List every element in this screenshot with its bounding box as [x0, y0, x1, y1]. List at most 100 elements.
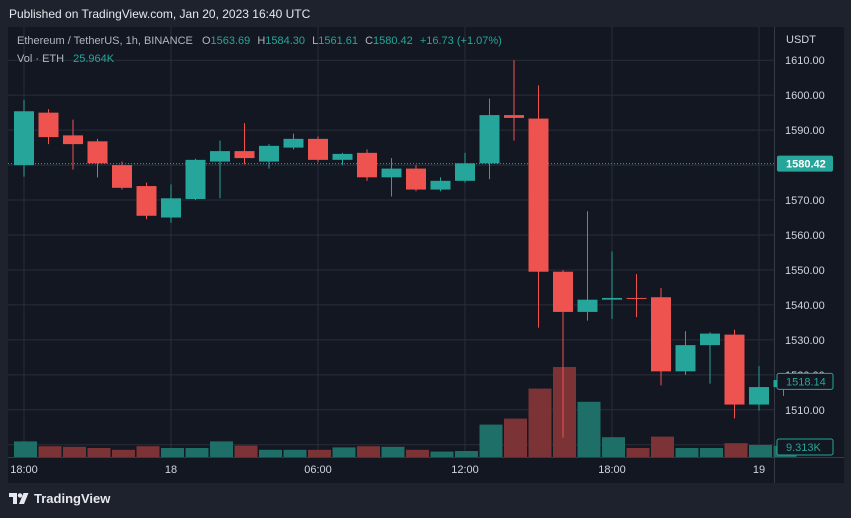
- volume-bar: [63, 446, 86, 457]
- candle-body: [724, 334, 745, 405]
- high-value: 1584.30: [265, 35, 306, 47]
- candle: [185, 158, 206, 201]
- time-tick-label: 06:00: [304, 464, 332, 476]
- candle-body: [87, 141, 108, 164]
- chart-panel[interactable]: USDT1500.001510.001520.001530.001540.001…: [8, 27, 844, 483]
- candle: [332, 152, 353, 166]
- price-tick-label: 1600.00: [785, 90, 825, 102]
- time-tick-label: 18:00: [10, 464, 38, 476]
- volume-bars: [14, 367, 797, 457]
- candle: [14, 100, 34, 177]
- volume-bar: [38, 446, 62, 457]
- volume-bar: [724, 443, 748, 457]
- candle-body: [185, 159, 206, 199]
- candle-body: [504, 115, 524, 118]
- volume-bar: [675, 448, 699, 457]
- volume-bar: [479, 424, 503, 457]
- volume-bar: [234, 445, 258, 457]
- tradingview-logo-icon: [9, 492, 29, 504]
- volume-bar: [626, 448, 650, 457]
- candle: [38, 109, 59, 145]
- price-tick-label: 1530.00: [785, 335, 825, 347]
- volume-value: 25.964K: [73, 53, 115, 65]
- candle: [283, 133, 304, 150]
- candle-body: [381, 168, 402, 178]
- volume-bar: [381, 446, 405, 457]
- candle: [626, 274, 647, 318]
- volume-bar: [504, 418, 527, 457]
- volume-bar: [749, 445, 772, 457]
- last-price-label: 1580.42: [786, 159, 826, 171]
- volume-bar: [602, 437, 625, 457]
- time-tick-label: 19: [753, 464, 765, 476]
- candle-body: [651, 297, 671, 372]
- watermark-text: TradingView: [34, 491, 111, 506]
- candle-body: [626, 297, 647, 299]
- candle: [381, 158, 402, 197]
- volume-value-badge: [776, 438, 834, 456]
- volume-label[interactable]: Vol · ETH: [17, 53, 65, 65]
- volume-bar: [553, 367, 576, 457]
- candle: [455, 152, 475, 183]
- candle: [161, 184, 181, 223]
- candle: [504, 60, 524, 141]
- close-label: C: [365, 35, 374, 47]
- price-tick-label: 1570.00: [785, 195, 825, 207]
- volume-bar: [210, 441, 233, 457]
- low-label: L: [312, 35, 319, 47]
- candle: [63, 119, 83, 170]
- price-tick-label: 1540.00: [785, 300, 825, 312]
- volume-bar: [430, 451, 454, 457]
- price-tick-label: 1590.00: [785, 125, 825, 137]
- volume-bar: [332, 447, 356, 457]
- candle-body: [161, 198, 181, 218]
- candle-body: [479, 115, 500, 164]
- candle-body: [308, 138, 328, 160]
- volume-bar: [577, 401, 601, 457]
- symbol-title[interactable]: Ethereum / TetherUS, 1h, BINANCE: [17, 35, 193, 47]
- candle-body: [430, 180, 451, 190]
- candle: [479, 98, 500, 180]
- candle: [553, 269, 573, 438]
- volume-bar: [112, 449, 135, 457]
- price-axis-currency: USDT: [786, 34, 816, 46]
- volume-bar: [161, 448, 184, 457]
- candle-body: [283, 138, 304, 148]
- volume-bar: [455, 451, 478, 457]
- candle-body: [357, 152, 377, 178]
- candle-body: [259, 145, 279, 162]
- candle-body: [112, 165, 132, 188]
- tradingview-watermark[interactable]: TradingView: [9, 491, 110, 506]
- price-marker-badge: [776, 372, 834, 390]
- candle: [136, 182, 157, 220]
- volume-bar: [185, 448, 209, 457]
- volume-bar: [700, 448, 723, 457]
- open-label: O: [201, 35, 211, 47]
- candle-body: [63, 135, 83, 145]
- price-tick-label: 1610.00: [785, 55, 825, 67]
- candle: [602, 251, 622, 319]
- time-axis: 18:00 18 06:00 12:00 18:00 19: [10, 464, 765, 476]
- time-tick-label: 18:00: [598, 464, 626, 476]
- candle-body: [700, 333, 720, 346]
- volume-bar: [357, 446, 380, 457]
- candle: [749, 366, 769, 411]
- price-tick-label: 1510.00: [785, 405, 825, 417]
- candle: [577, 211, 598, 321]
- candle: [87, 138, 108, 178]
- candle: [259, 144, 279, 169]
- candlestick-chart[interactable]: USDT1500.001510.001520.001530.001540.001…: [8, 27, 844, 483]
- candle-body: [38, 112, 59, 138]
- volume-bar: [14, 441, 37, 457]
- candle: [724, 329, 745, 419]
- candle: [700, 332, 720, 384]
- volume-bar: [136, 446, 160, 457]
- low-value: 1561.61: [318, 35, 358, 47]
- volume-bar: [283, 449, 307, 457]
- candle-body: [553, 271, 573, 312]
- published-info: Published on TradingView.com, Jan 20, 20…: [9, 7, 311, 21]
- time-tick-label: 12:00: [451, 464, 479, 476]
- volume-legend: Vol · ETH 25.964K: [17, 53, 114, 65]
- candle-body: [406, 168, 426, 190]
- candle: [234, 123, 255, 165]
